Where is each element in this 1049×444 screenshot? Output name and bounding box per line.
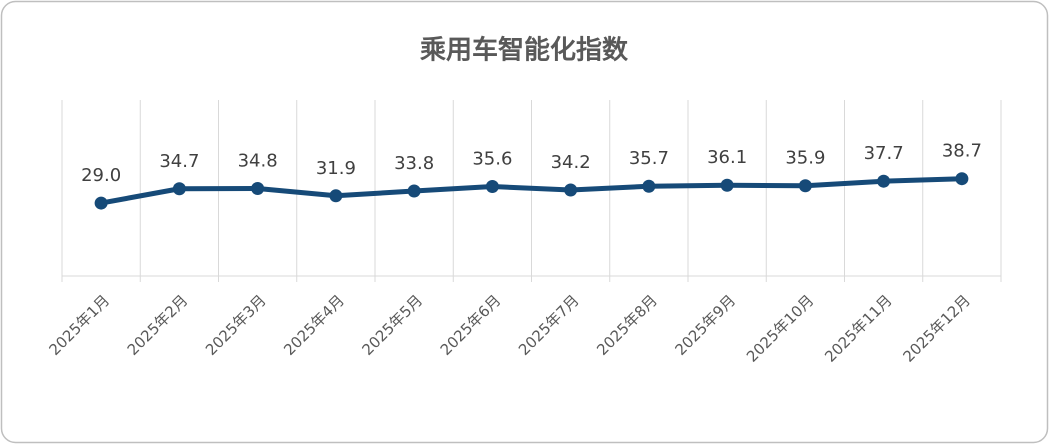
marker <box>172 182 186 196</box>
data-label: 34.7 <box>159 151 199 172</box>
data-label: 33.8 <box>394 153 434 174</box>
data-label: 31.9 <box>316 158 356 179</box>
data-label: 38.7 <box>942 141 982 162</box>
marker <box>94 196 108 210</box>
marker <box>564 183 578 197</box>
marker <box>955 172 969 186</box>
data-label: 34.8 <box>238 151 278 172</box>
data-label: 35.9 <box>785 148 825 169</box>
marker <box>877 174 891 188</box>
data-label: 34.2 <box>551 152 591 173</box>
marker <box>642 179 656 193</box>
data-label: 36.1 <box>707 147 747 168</box>
marker <box>251 182 265 196</box>
data-label: 29.0 <box>81 165 121 186</box>
marker <box>407 184 421 198</box>
data-label: 35.6 <box>472 148 512 169</box>
chart-title: 乘用车智能化指数 <box>419 35 629 66</box>
marker <box>485 179 499 193</box>
data-label: 35.7 <box>629 148 669 169</box>
marker <box>798 179 812 193</box>
line <box>98 176 965 206</box>
marker <box>720 178 734 192</box>
data-label: 37.7 <box>864 143 904 164</box>
marker <box>329 189 343 203</box>
